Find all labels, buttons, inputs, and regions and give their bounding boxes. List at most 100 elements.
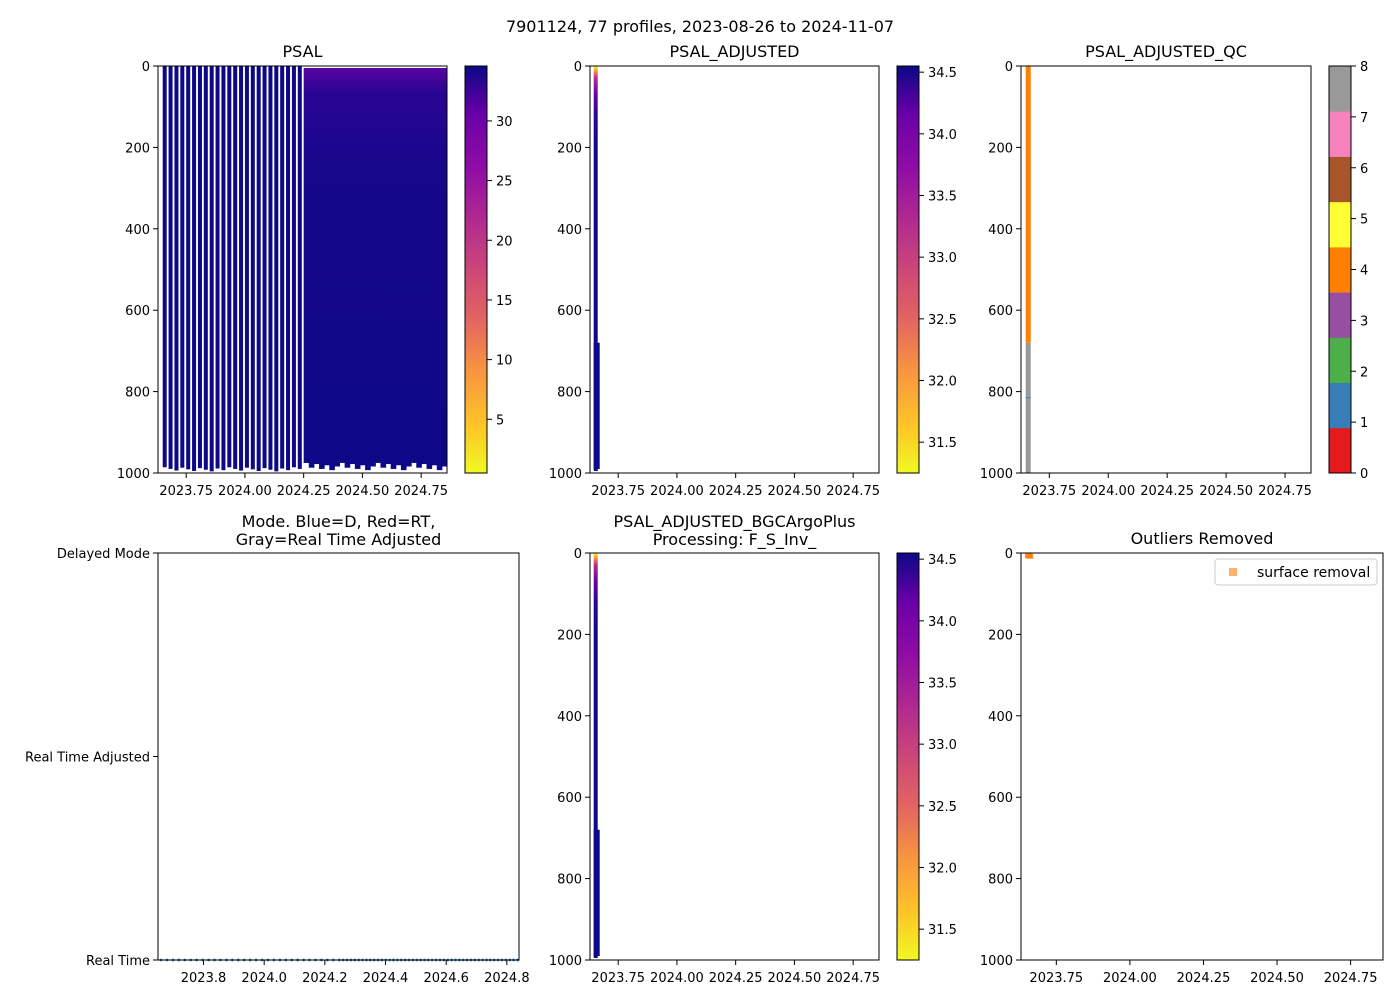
psal-dense-bottom — [324, 461, 330, 466]
psal-profile-bar — [297, 66, 302, 469]
axes-frame — [1020, 552, 1384, 961]
panel-title: PSAL_ADJUSTED — [669, 42, 799, 62]
psal-dense-bottom — [365, 461, 371, 471]
x-tick-label: 2024.25 — [1140, 484, 1194, 499]
colorbar-tick-label: 33.5 — [928, 677, 957, 692]
psal-dense-bottom — [380, 461, 387, 468]
adjusted-profile-deep — [593, 829, 600, 956]
psal-profile-bar — [250, 66, 255, 470]
x-tick-label: 2024.50 — [1199, 484, 1253, 499]
y-tick-label: 0 — [574, 547, 582, 562]
psal-dense-bottom — [385, 461, 392, 465]
psal-dense-bottom — [339, 461, 346, 463]
y-tick-label: 600 — [988, 791, 1013, 806]
x-tick-label: 2023.75 — [159, 484, 213, 499]
y-tick-label: 1000 — [980, 954, 1013, 969]
legend-frame — [1214, 558, 1378, 586]
psal-dense-bottom — [303, 461, 310, 463]
y-category-label: Real Time — [86, 954, 150, 969]
psal-profile-bar — [286, 66, 291, 471]
psal-profile-bar — [203, 66, 208, 470]
y-tick-label: 1000 — [549, 954, 582, 969]
y-tick-label: 0 — [574, 60, 582, 75]
panel-title-line: Processing: F_S_Inv_ — [653, 530, 818, 550]
colorbar-tick-label: 2 — [1360, 365, 1368, 380]
psal-profile-bar — [197, 66, 202, 469]
psal-dense-bottom — [370, 461, 376, 467]
x-tick-label: 2024.50 — [336, 484, 390, 499]
psal-dense-bottom — [390, 461, 397, 469]
panel-title-line: PSAL_ADJUSTED_BGCArgoPlus — [613, 512, 855, 532]
y-category-label: Real Time Adjusted — [25, 751, 150, 766]
psal-profile-bar — [274, 66, 279, 472]
colorbar-frame — [896, 552, 920, 961]
psal-profile-bar — [233, 66, 238, 469]
x-tick-label: 2024.25 — [277, 484, 331, 499]
y-tick-label: 600 — [557, 791, 582, 806]
x-tick-label: 2024.2 — [302, 971, 348, 986]
x-tick-label: 2024.75 — [394, 484, 448, 499]
psal-profile-bar — [209, 66, 214, 472]
axes-frame — [1020, 65, 1312, 474]
psal-dense-bottom — [400, 461, 407, 471]
psal-profile-bar — [268, 66, 273, 470]
y-tick-label: 800 — [988, 386, 1013, 401]
y-tick-label: 0 — [142, 60, 150, 75]
qc-profile-segment — [1025, 66, 1031, 343]
psal-dense-bottom — [319, 461, 325, 469]
colorbar-tick-label: 32.0 — [928, 375, 957, 390]
psal-profile-bar — [162, 66, 167, 468]
panel-outliers-removed: Outliers Removed 0 200 400 600 800 1000 2023.75… — [980, 529, 1384, 986]
colorbar-tick-label: 1 — [1360, 416, 1368, 431]
colorbar-tick-label: 33.5 — [928, 190, 957, 205]
psal-profile-bar — [215, 66, 220, 469]
x-tick-label: 2024.75 — [1324, 971, 1378, 986]
psal-dense-bottom — [406, 461, 412, 467]
colorbar-tick-label: 5 — [1360, 213, 1368, 228]
x-tick-label: 2023.75 — [591, 971, 645, 986]
psal-dense-bottom — [375, 461, 381, 463]
colorbar-tick-label: 6 — [1360, 162, 1368, 177]
outlier-point — [1026, 553, 1034, 559]
psal-dense-bottom — [349, 461, 356, 465]
colorbar-segment — [1329, 427, 1351, 474]
x-tick-label: 2024.00 — [1103, 971, 1157, 986]
psal-profile-bar — [256, 66, 261, 471]
colorbar-tick-label: 3 — [1360, 314, 1368, 329]
adjusted-profile-deep — [593, 342, 600, 469]
y-tick-label: 800 — [557, 873, 582, 888]
psal-profile-bar — [192, 66, 197, 471]
colorbar-tick-label: 31.5 — [928, 923, 957, 938]
colorbar-segment — [1329, 382, 1351, 429]
y-tick-label: 400 — [988, 223, 1013, 238]
colorbar-tick-label: 20 — [496, 234, 513, 249]
x-tick-label: 2024.25 — [709, 484, 763, 499]
y-tick-label: 200 — [557, 141, 582, 156]
colorbar-tick-label: 33.0 — [928, 251, 957, 266]
colorbar-tick-label: 31.5 — [928, 436, 957, 451]
psal-dense-bottom — [431, 461, 438, 466]
panel-title: PSAL_ADJUSTED_QC — [1085, 42, 1247, 62]
y-tick-label: 800 — [988, 873, 1013, 888]
x-tick-label: 2024.25 — [1177, 971, 1231, 986]
x-tick-label: 2024.4 — [363, 971, 409, 986]
colorbar-segment — [1329, 66, 1351, 112]
psal-profile-bar — [227, 66, 232, 468]
psal-dense-bottom — [395, 461, 402, 466]
psal-dense-bottom — [308, 461, 315, 468]
y-tick-label: 600 — [125, 304, 150, 319]
x-tick-label: 2023.75 — [591, 484, 645, 499]
axes-frame — [589, 552, 880, 961]
panel-title-line: Mode. Blue=D, Red=RT, — [242, 512, 436, 531]
axes-frame — [157, 552, 520, 961]
psal-dense-bottom — [329, 461, 335, 471]
colorbar-tick-label: 8 — [1360, 60, 1368, 75]
colorbar-tick-label: 10 — [496, 354, 513, 369]
colorbar-tick-label: 32.5 — [928, 313, 957, 328]
y-tick-label: 1000 — [980, 467, 1013, 482]
y-tick-label: 200 — [125, 141, 150, 156]
psal-profile-bar — [291, 66, 296, 468]
colorbar-segment — [1329, 246, 1351, 293]
psal-profile-bar — [180, 66, 185, 468]
